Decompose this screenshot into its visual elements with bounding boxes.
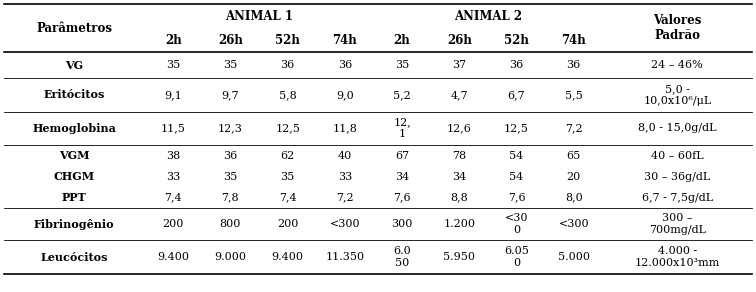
Text: 8,0: 8,0 (565, 193, 583, 203)
Text: 7,8: 7,8 (222, 193, 239, 203)
Text: 5,0 -
10,0x10⁶/μL: 5,0 - 10,0x10⁶/μL (643, 84, 711, 105)
Text: 67: 67 (395, 151, 409, 161)
Text: 37: 37 (452, 60, 466, 70)
Text: VG: VG (65, 60, 83, 71)
Text: Valores
Padrão: Valores Padrão (653, 14, 702, 42)
Text: Eritócitos: Eritócitos (44, 89, 105, 100)
Text: Hemoglobina: Hemoglobina (33, 123, 116, 134)
Text: 5,2: 5,2 (393, 90, 411, 100)
Text: 6,7: 6,7 (508, 90, 525, 100)
Text: Parâmetros: Parâmetros (36, 22, 112, 35)
Text: 62: 62 (280, 151, 295, 161)
Text: 4.000 -
12.000x10³mm: 4.000 - 12.000x10³mm (634, 246, 720, 268)
Text: 78: 78 (452, 151, 466, 161)
Text: 2h: 2h (165, 34, 181, 47)
Text: 52h: 52h (275, 34, 300, 47)
Text: 8,0 - 15,0g/dL: 8,0 - 15,0g/dL (638, 123, 717, 133)
Text: 35: 35 (280, 172, 295, 182)
Text: 8,8: 8,8 (451, 193, 468, 203)
Text: 34: 34 (395, 172, 409, 182)
Text: 800: 800 (220, 219, 241, 229)
Text: 35: 35 (223, 172, 237, 182)
Text: 9,1: 9,1 (164, 90, 182, 100)
Text: 52h: 52h (504, 34, 529, 47)
Text: 12,5: 12,5 (504, 123, 529, 133)
Text: 11,8: 11,8 (333, 123, 358, 133)
Text: 6.0
50: 6.0 50 (393, 246, 411, 268)
Text: 11,5: 11,5 (161, 123, 186, 133)
Text: 9.400: 9.400 (157, 252, 189, 262)
Text: 12,6: 12,6 (447, 123, 472, 133)
Text: 9,7: 9,7 (222, 90, 239, 100)
Text: 7,2: 7,2 (336, 193, 354, 203)
Text: 65: 65 (566, 151, 581, 161)
Text: CHGM: CHGM (54, 171, 94, 182)
Text: ANIMAL 2: ANIMAL 2 (454, 10, 522, 23)
Text: 5.000: 5.000 (558, 252, 590, 262)
Text: 12,
1: 12, 1 (393, 118, 411, 139)
Text: 36: 36 (223, 151, 237, 161)
Text: 5,5: 5,5 (565, 90, 583, 100)
Text: ANIMAL 1: ANIMAL 1 (225, 10, 293, 23)
Text: 35: 35 (395, 60, 409, 70)
Text: 7,6: 7,6 (393, 193, 411, 203)
Text: <300: <300 (330, 219, 360, 229)
Text: 9,0: 9,0 (336, 90, 354, 100)
Text: 5,8: 5,8 (279, 90, 296, 100)
Text: 12,5: 12,5 (275, 123, 300, 133)
Text: 38: 38 (166, 151, 180, 161)
Text: 40 – 60fL: 40 – 60fL (651, 151, 704, 161)
Text: 35: 35 (223, 60, 237, 70)
Text: 7,4: 7,4 (279, 193, 296, 203)
Text: <300: <300 (559, 219, 589, 229)
Text: 20: 20 (566, 172, 581, 182)
Text: 6,7 - 7,5g/dL: 6,7 - 7,5g/dL (642, 193, 713, 203)
Text: 36: 36 (280, 60, 295, 70)
Text: 40: 40 (338, 151, 352, 161)
Text: 36: 36 (566, 60, 581, 70)
Text: 35: 35 (166, 60, 180, 70)
Text: VGM: VGM (59, 150, 89, 161)
Text: 4,7: 4,7 (451, 90, 468, 100)
Text: 11.350: 11.350 (325, 252, 364, 262)
Text: 9.400: 9.400 (271, 252, 304, 262)
Text: Leucócitos: Leucócitos (40, 252, 108, 263)
Text: 7,6: 7,6 (508, 193, 525, 203)
Text: 74h: 74h (562, 34, 586, 47)
Text: 5.950: 5.950 (443, 252, 476, 262)
Text: 6.05
0: 6.05 0 (504, 246, 529, 268)
Text: Fibrinogênio: Fibrinogênio (34, 219, 114, 230)
Text: 9.000: 9.000 (215, 252, 246, 262)
Text: 26h: 26h (447, 34, 472, 47)
Text: 12,3: 12,3 (218, 123, 243, 133)
Text: 200: 200 (277, 219, 299, 229)
Text: <30
0: <30 0 (505, 213, 528, 235)
Text: 300 –
700mg/dL: 300 – 700mg/dL (649, 213, 706, 235)
Text: 74h: 74h (333, 34, 358, 47)
Text: 30 – 36g/dL: 30 – 36g/dL (644, 172, 711, 182)
Text: 2h: 2h (394, 34, 411, 47)
Text: 7,4: 7,4 (164, 193, 182, 203)
Text: 54: 54 (510, 151, 524, 161)
Text: PPT: PPT (62, 192, 86, 203)
Text: 54: 54 (510, 172, 524, 182)
Text: 36: 36 (338, 60, 352, 70)
Text: 200: 200 (163, 219, 184, 229)
Text: 36: 36 (510, 60, 524, 70)
Text: 24 – 46%: 24 – 46% (652, 60, 703, 70)
Text: 7,2: 7,2 (565, 123, 583, 133)
Text: 33: 33 (338, 172, 352, 182)
Text: 26h: 26h (218, 34, 243, 47)
Text: 1.200: 1.200 (443, 219, 476, 229)
Text: 33: 33 (166, 172, 180, 182)
Text: 34: 34 (452, 172, 466, 182)
Text: 300: 300 (392, 219, 413, 229)
